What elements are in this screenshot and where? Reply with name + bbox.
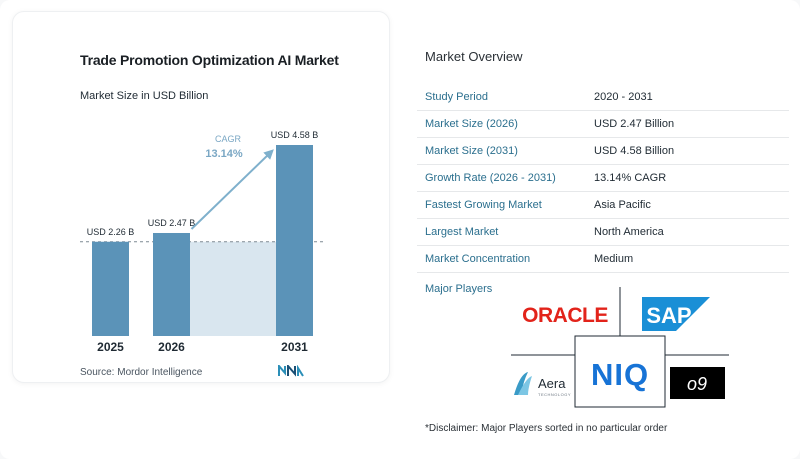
growth-highlight-band: [190, 241, 276, 336]
bar-chart: USD 2.26 B USD 2.47 B USD 4.58 B 2025 2026 2…: [80, 130, 325, 354]
overview-row: Growth Rate (2026 - 2031) 13.14% CAGR: [417, 165, 789, 192]
sap-logo: SAP: [642, 297, 710, 331]
overview-value: USD 4.58 Billion: [594, 145, 675, 157]
niq-logo-frame: [574, 335, 666, 408]
disclaimer-note: *Disclaimer: Major Players sorted in no …: [425, 423, 668, 434]
overview-row: Largest Market North America: [417, 219, 789, 246]
overview-label: Market Concentration: [425, 253, 531, 265]
overview-label: Growth Rate (2026 - 2031): [425, 172, 556, 184]
cagr-value: 13.14%: [205, 148, 243, 160]
market-overview-table: Study Period 2020 - 2031 Market Size (20…: [417, 84, 789, 273]
bar-2026: [153, 232, 190, 336]
x-tick-2026: 2026: [158, 340, 185, 354]
o9-logo: o9: [670, 367, 725, 399]
overview-value: Medium: [594, 253, 634, 265]
aera-logo: Aera TECHNOLOGY: [514, 372, 571, 397]
aera-logo-text: Aera: [538, 376, 566, 391]
overview-label: Study Period: [425, 91, 488, 103]
overview-row: Market Size (2026) USD 2.47 Billion: [417, 111, 789, 138]
cagr-label: CAGR: [215, 134, 242, 144]
chart-title: Trade Promotion Optimization AI Market: [80, 52, 339, 68]
overview-value: USD 2.47 Billion: [594, 118, 675, 130]
overview-label: Market Size (2031): [425, 145, 518, 157]
overview-label: Market Size (2026): [425, 118, 518, 130]
data-label-2025: USD 2.26 B: [87, 227, 135, 237]
chart-subtitle: Market Size in USD Billion: [80, 90, 209, 102]
cagr-arrow: [190, 149, 274, 230]
oracle-logo: ORACLE: [522, 304, 608, 327]
market-overview-title: Market Overview: [425, 49, 523, 64]
aera-logo-subtext: TECHNOLOGY: [538, 392, 571, 397]
source-note: Source: Mordor Intelligence: [80, 367, 203, 378]
overview-row: Market Concentration Medium: [417, 246, 789, 273]
overview-row: Fastest Growing Market Asia Pacific: [417, 192, 789, 219]
overview-row: Study Period 2020 - 2031: [417, 84, 789, 111]
overview-value: Asia Pacific: [594, 199, 651, 211]
mordor-intelligence-logo: [278, 365, 304, 377]
data-label-2031: USD 4.58 B: [271, 130, 319, 140]
overview-label: Fastest Growing Market: [425, 199, 542, 211]
overview-value: 2020 - 2031: [594, 91, 653, 103]
x-tick-2025: 2025: [97, 340, 124, 354]
overview-label: Largest Market: [425, 226, 499, 238]
niq-logo: NIQ: [591, 357, 649, 392]
overview-row: Market Size (2031) USD 4.58 Billion: [417, 138, 789, 165]
x-tick-2031: 2031: [281, 340, 308, 354]
o9-logo-text: o9: [687, 374, 707, 394]
bar-2025: [92, 241, 129, 336]
overview-value: 13.14% CAGR: [594, 172, 667, 184]
data-label-2026: USD 2.47 B: [148, 218, 196, 228]
major-players-label: Major Players: [425, 283, 493, 295]
bar-2031: [276, 145, 313, 336]
sap-logo-text: SAP: [646, 303, 691, 328]
overview-value: North America: [594, 226, 664, 238]
